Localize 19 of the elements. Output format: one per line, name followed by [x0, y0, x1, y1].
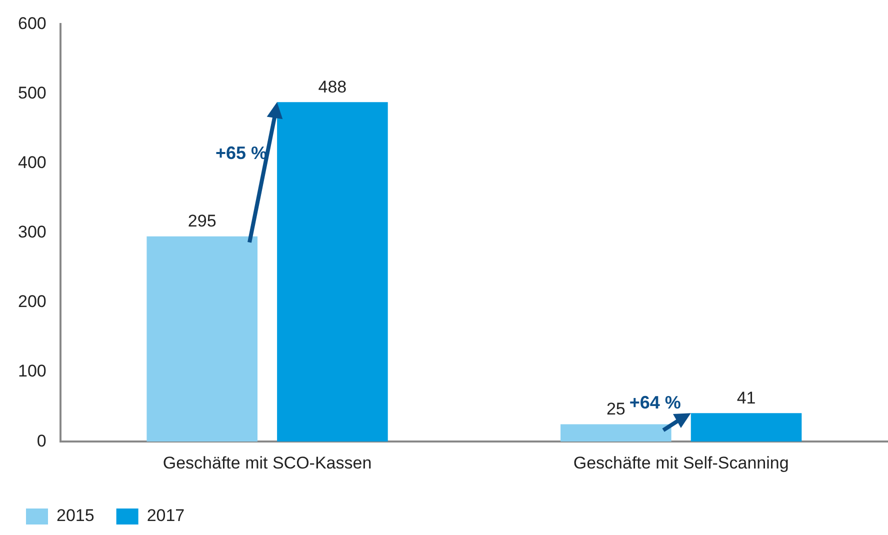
y-tick-label: 0: [36, 431, 46, 450]
legend-label: 2015: [56, 506, 94, 526]
annotation: +64 %: [629, 392, 681, 413]
x-tick-label: Geschäfte mit Self-Scanning: [573, 453, 789, 472]
x-tick-label: Geschäfte mit SCO-Kassen: [162, 453, 372, 472]
data-label: 488: [318, 77, 347, 96]
data-label: 25: [606, 399, 626, 418]
data-label: 41: [736, 388, 756, 408]
y-tick-label: 600: [18, 14, 46, 33]
data-label: 295: [188, 212, 216, 231]
y-tick-label: 400: [18, 153, 46, 172]
bar: [560, 424, 672, 442]
y-tick-label: 200: [18, 292, 46, 312]
y-tick-label: 300: [18, 222, 46, 242]
legend-label: 2017: [146, 506, 185, 526]
y-tick-label: 500: [18, 83, 46, 102]
bar: [277, 102, 388, 442]
y-tick-label: 100: [18, 362, 46, 381]
bar: [146, 236, 258, 442]
